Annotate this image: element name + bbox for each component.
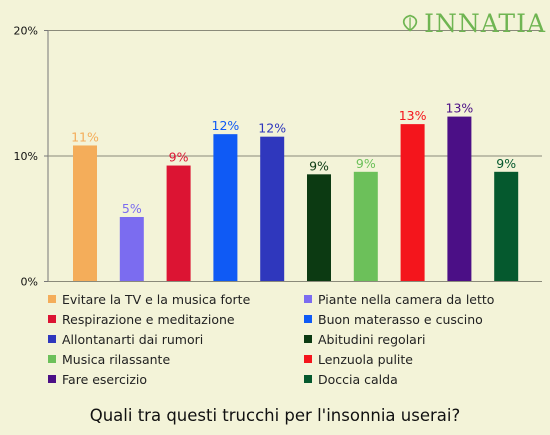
legend-swatch xyxy=(304,335,312,343)
y-tick-label: 0% xyxy=(21,276,38,289)
legend-label: Abitudini regolari xyxy=(318,331,426,347)
legend-swatch xyxy=(304,315,312,323)
legend-swatch xyxy=(48,355,56,363)
bar xyxy=(73,145,97,281)
brand-name: INNATIA xyxy=(424,8,546,38)
data-label: 11% xyxy=(71,129,99,144)
y-tick-label: 10% xyxy=(14,150,38,163)
legend-swatch xyxy=(48,375,56,383)
legend-item: Allontanarti dai rumori xyxy=(48,331,304,347)
legend-item: Fare esercizio xyxy=(48,371,304,387)
legend-item: Lenzuola pulite xyxy=(304,351,528,367)
legend-swatch xyxy=(304,355,312,363)
data-label: 9% xyxy=(169,150,189,165)
legend-swatch xyxy=(304,295,312,303)
bars-layer xyxy=(73,116,519,281)
legend-swatch xyxy=(48,295,56,303)
brand-logo: INNATIA xyxy=(398,6,546,40)
bar xyxy=(260,136,285,281)
legend-label: Respirazione e meditazione xyxy=(62,311,235,327)
legend-swatch xyxy=(48,335,56,343)
leaf-icon xyxy=(402,14,418,32)
data-label: 9% xyxy=(356,156,376,171)
legend-swatch xyxy=(48,315,56,323)
legend-swatch xyxy=(304,375,312,383)
legend-item: Piante nella camera da letto xyxy=(304,291,528,307)
bar-chart: 0% 10% 20% 11% 5% 9% 12% 12% 9% 9% 13% 13% 9% xyxy=(14,25,542,289)
data-label: 9% xyxy=(309,158,329,173)
chart-legend: Evitare la TV e la musica forte Piante ne… xyxy=(48,291,528,387)
legend-label: Fare esercizio xyxy=(62,371,148,387)
data-label: 9% xyxy=(496,156,516,171)
bar xyxy=(307,174,331,281)
bar xyxy=(400,124,425,281)
y-tick-label: 20% xyxy=(14,25,38,38)
bar xyxy=(353,171,378,281)
legend-label: Musica rilassante xyxy=(62,351,171,367)
data-label: 13% xyxy=(399,108,427,123)
data-label: 12% xyxy=(258,121,286,136)
bar xyxy=(166,165,191,281)
legend-item: Abitudini regolari xyxy=(304,331,528,347)
legend-label: Doccia calda xyxy=(318,371,398,387)
legend-item: Musica rilassante xyxy=(48,351,304,367)
bar xyxy=(119,216,144,281)
data-label: 13% xyxy=(446,101,474,116)
legend-item: Buon materasso e cuscino xyxy=(304,311,528,327)
bar xyxy=(494,171,519,281)
legend-item: Respirazione e meditazione xyxy=(48,311,304,327)
legend-label: Evitare la TV e la musica forte xyxy=(62,291,251,307)
bar xyxy=(213,134,238,281)
legend-label: Buon materasso e cuscino xyxy=(318,311,483,327)
data-label: 12% xyxy=(212,118,240,133)
data-labels-layer: 11% 5% 9% 12% 12% 9% 9% 13% 13% 9% xyxy=(71,101,516,216)
legend-label: Lenzuola pulite xyxy=(318,351,413,367)
data-label: 5% xyxy=(122,201,142,216)
bar xyxy=(447,116,472,281)
legend-label: Allontanarti dai rumori xyxy=(62,331,204,347)
survey-question: Quali tra questi trucchi per l'insonnia … xyxy=(89,406,461,425)
legend-item: Doccia calda xyxy=(304,371,528,387)
legend-item: Evitare la TV e la musica forte xyxy=(48,291,304,307)
legend-label: Piante nella camera da letto xyxy=(318,291,495,307)
